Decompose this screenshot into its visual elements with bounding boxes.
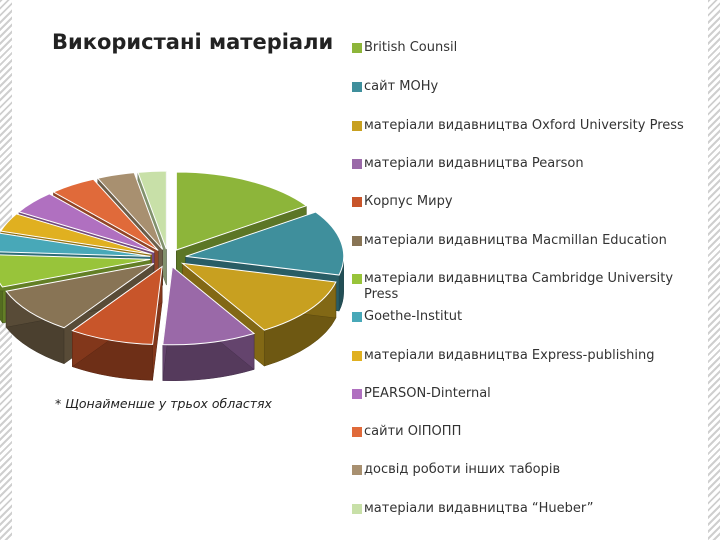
- legend-label: досвід роботи інших таборів: [364, 462, 561, 477]
- legend-label: сайти ОІПОПП: [364, 424, 462, 439]
- legend-item: матеріали видавництва Macmillan Educatio…: [352, 233, 692, 249]
- legend-swatch: [352, 351, 362, 361]
- legend-label: матеріали видавництва Oxford University …: [364, 118, 684, 133]
- footnote: * Щонайменше у трьох областях: [55, 396, 272, 411]
- legend-item: досвід роботи інших таборів: [352, 462, 692, 478]
- legend-swatch: [352, 274, 362, 284]
- legend-label: матеріали видавництва Macmillan Educatio…: [364, 233, 667, 248]
- legend-item: Goethe-Institut: [352, 309, 692, 325]
- legend-label: Goethe-Institut: [364, 309, 463, 324]
- legend-item: сайт МОНу: [352, 79, 692, 95]
- legend-label: матеріали видавництва “Hueber”: [364, 501, 594, 516]
- legend-label: Корпус Миру: [364, 194, 453, 209]
- legend-swatch: [352, 389, 362, 399]
- legend-item: сайти ОІПОПП: [352, 424, 692, 440]
- legend-swatch: [352, 465, 362, 475]
- legend-item: матеріали видавництва Express-publishing: [352, 348, 692, 364]
- frame-edge-right: [708, 0, 720, 540]
- legend-item: матеріали видавництва Cambridge Universi…: [352, 271, 692, 303]
- legend-swatch: [352, 43, 362, 53]
- legend-item: матеріали видавництва Pearson: [352, 156, 692, 172]
- legend-item: British Counsil: [352, 40, 692, 56]
- legend-label: British Counsil: [364, 40, 458, 55]
- legend-swatch: [352, 236, 362, 246]
- legend-swatch: [352, 312, 362, 322]
- legend-label: матеріали видавництва Cambridge Universi…: [364, 271, 674, 302]
- legend-swatch: [352, 197, 362, 207]
- legend-swatch: [352, 504, 362, 514]
- pie-slice: [162, 265, 256, 381]
- legend-item: PEARSON-Dinternal: [352, 386, 692, 402]
- legend-label: сайт МОНу: [364, 79, 439, 94]
- slide-title: Використані матеріали: [52, 30, 334, 54]
- legend-item: Корпус Миру: [352, 194, 692, 210]
- legend-swatch: [352, 121, 362, 131]
- legend-item: матеріали видавництва Oxford University …: [352, 118, 692, 134]
- legend-label: матеріали видавництва Pearson: [364, 156, 584, 171]
- legend-label: матеріали видавництва Express-publishing: [364, 348, 655, 363]
- pie-slice: [71, 265, 163, 381]
- legend-swatch: [352, 427, 362, 437]
- legend-label: PEARSON-Dinternal: [364, 386, 491, 401]
- legend-swatch: [352, 82, 362, 92]
- legend-swatch: [352, 159, 362, 169]
- legend-item: матеріали видавництва “Hueber”: [352, 501, 692, 517]
